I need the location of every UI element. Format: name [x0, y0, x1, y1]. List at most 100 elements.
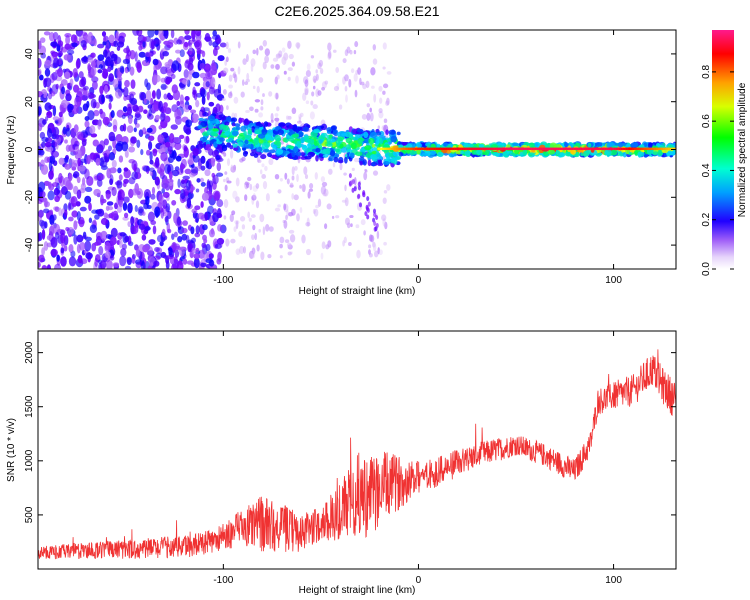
spectrogram-cell [279, 236, 285, 244]
spectrogram-cell [208, 229, 216, 238]
spectrogram-cell [143, 98, 147, 105]
spectrogram-cell [375, 138, 380, 146]
spectrogram-cell [89, 224, 98, 234]
spectrogram-cell [239, 245, 245, 255]
spectrogram-cell [230, 238, 236, 244]
spectrogram-cell [583, 150, 590, 157]
spectrogram-cell [378, 249, 383, 256]
spectrogram-cell [156, 234, 164, 243]
spectrogram-cell [138, 223, 146, 230]
spectrogram-cell [276, 74, 280, 80]
spectrogram-cell [388, 152, 393, 158]
spectrogram-cell [153, 260, 160, 267]
spectrogram-cell [183, 145, 188, 152]
spectrogram-cell [108, 73, 114, 82]
spectrogram-cell [92, 139, 100, 147]
spectrogram-cell [241, 224, 246, 230]
spectrogram-cell [132, 30, 140, 36]
spectrogram-cell [60, 104, 64, 110]
spectrogram-cell [131, 188, 139, 196]
spectrogram-cell [326, 127, 333, 132]
spectrogram-cell [528, 152, 535, 156]
spectrogram-cell [374, 250, 379, 258]
spectrogram-cell [346, 46, 351, 54]
spectrogram-cell [94, 175, 101, 181]
spectrogram-cell [232, 73, 236, 79]
spectrogram-cell [382, 218, 386, 227]
spectrogram-cell [164, 163, 171, 175]
spectrogram-cell [234, 123, 241, 127]
spectrogram-cell [243, 130, 247, 137]
spectrogram-cell [297, 126, 302, 131]
spectrogram-cell [262, 148, 270, 153]
spectrogram-cell [202, 111, 209, 117]
spectrogram-cell [124, 265, 132, 269]
spectrogram-cell [154, 206, 161, 218]
spectrogram-cell [43, 208, 50, 214]
spectrogram-cell [234, 73, 238, 83]
spectrogram-cell [175, 155, 182, 162]
spectrogram-cell [173, 137, 181, 144]
spectrogram-cell [225, 56, 229, 63]
spectrogram-cell [267, 129, 274, 136]
spectrogram-cell [53, 223, 61, 235]
spectrogram-cell [321, 181, 328, 187]
spectrogram-cell [153, 39, 162, 45]
spectrogram-cell [152, 225, 157, 235]
spectrogram-cell [373, 221, 377, 226]
spectrogram-x-tick-label: -100 [213, 275, 233, 286]
spectrogram-cell [160, 66, 168, 75]
spectrogram-cell [162, 50, 169, 57]
snr-y-tick-label: 1000 [24, 449, 35, 472]
spectrogram-cell [94, 241, 100, 246]
spectrogram-cell [383, 189, 388, 194]
spectrogram-cell [71, 42, 78, 48]
spectrogram-cell [386, 138, 391, 142]
spectrogram-cell [398, 151, 404, 157]
spectrogram-cell [264, 48, 270, 56]
spectrogram-cell [149, 167, 155, 172]
spectrogram-cell [265, 134, 272, 141]
spectrogram-cell [64, 43, 71, 50]
spectrogram-cell [199, 72, 207, 79]
spectrogram-cell [385, 156, 391, 160]
spectrogram-cell [364, 145, 372, 151]
spectrogram-cell [48, 31, 55, 42]
spectrogram-cell [321, 241, 326, 249]
spectrogram-cell [233, 147, 239, 151]
spectrogram-cell [172, 149, 177, 160]
spectrogram-cell [200, 201, 204, 208]
spectrogram-cell [263, 121, 269, 127]
spectrogram-cell [231, 122, 236, 127]
spectrogram-cell [288, 123, 294, 130]
spectrogram-cell [72, 173, 78, 178]
spectrogram-cell [115, 133, 123, 143]
spectrogram-cell [416, 148, 421, 155]
spectrogram-cell [386, 97, 390, 106]
spectrogram-cell [47, 190, 55, 201]
spectrogram-cell [191, 247, 196, 254]
spectrogram-cell [229, 149, 234, 159]
spectrogram-cell [137, 105, 144, 113]
spectrogram-cell [256, 244, 260, 252]
spectrogram-cell [371, 85, 375, 89]
spectrogram-cell [350, 180, 354, 186]
spectrogram-cell [373, 208, 376, 214]
spectrogram-cell [250, 214, 256, 218]
spectrogram-cell [64, 71, 71, 80]
spectrogram-cell [112, 124, 118, 133]
spectrogram-cell [195, 225, 200, 235]
spectrogram-cell [70, 162, 78, 169]
spectrogram-cell [309, 111, 315, 120]
spectrogram-cell [292, 146, 299, 153]
spectrogram-cell [237, 66, 241, 75]
spectrogram-cell [314, 172, 318, 180]
spectrogram-cell [210, 156, 215, 167]
spectrogram-cell [203, 107, 210, 112]
spectrogram-cell [114, 202, 118, 210]
spectrogram-cell [255, 200, 260, 209]
spectrogram-cell [140, 261, 146, 269]
spectrogram-cell [199, 62, 206, 70]
spectrogram-cell [100, 156, 108, 163]
spectrogram-cell [146, 149, 151, 156]
